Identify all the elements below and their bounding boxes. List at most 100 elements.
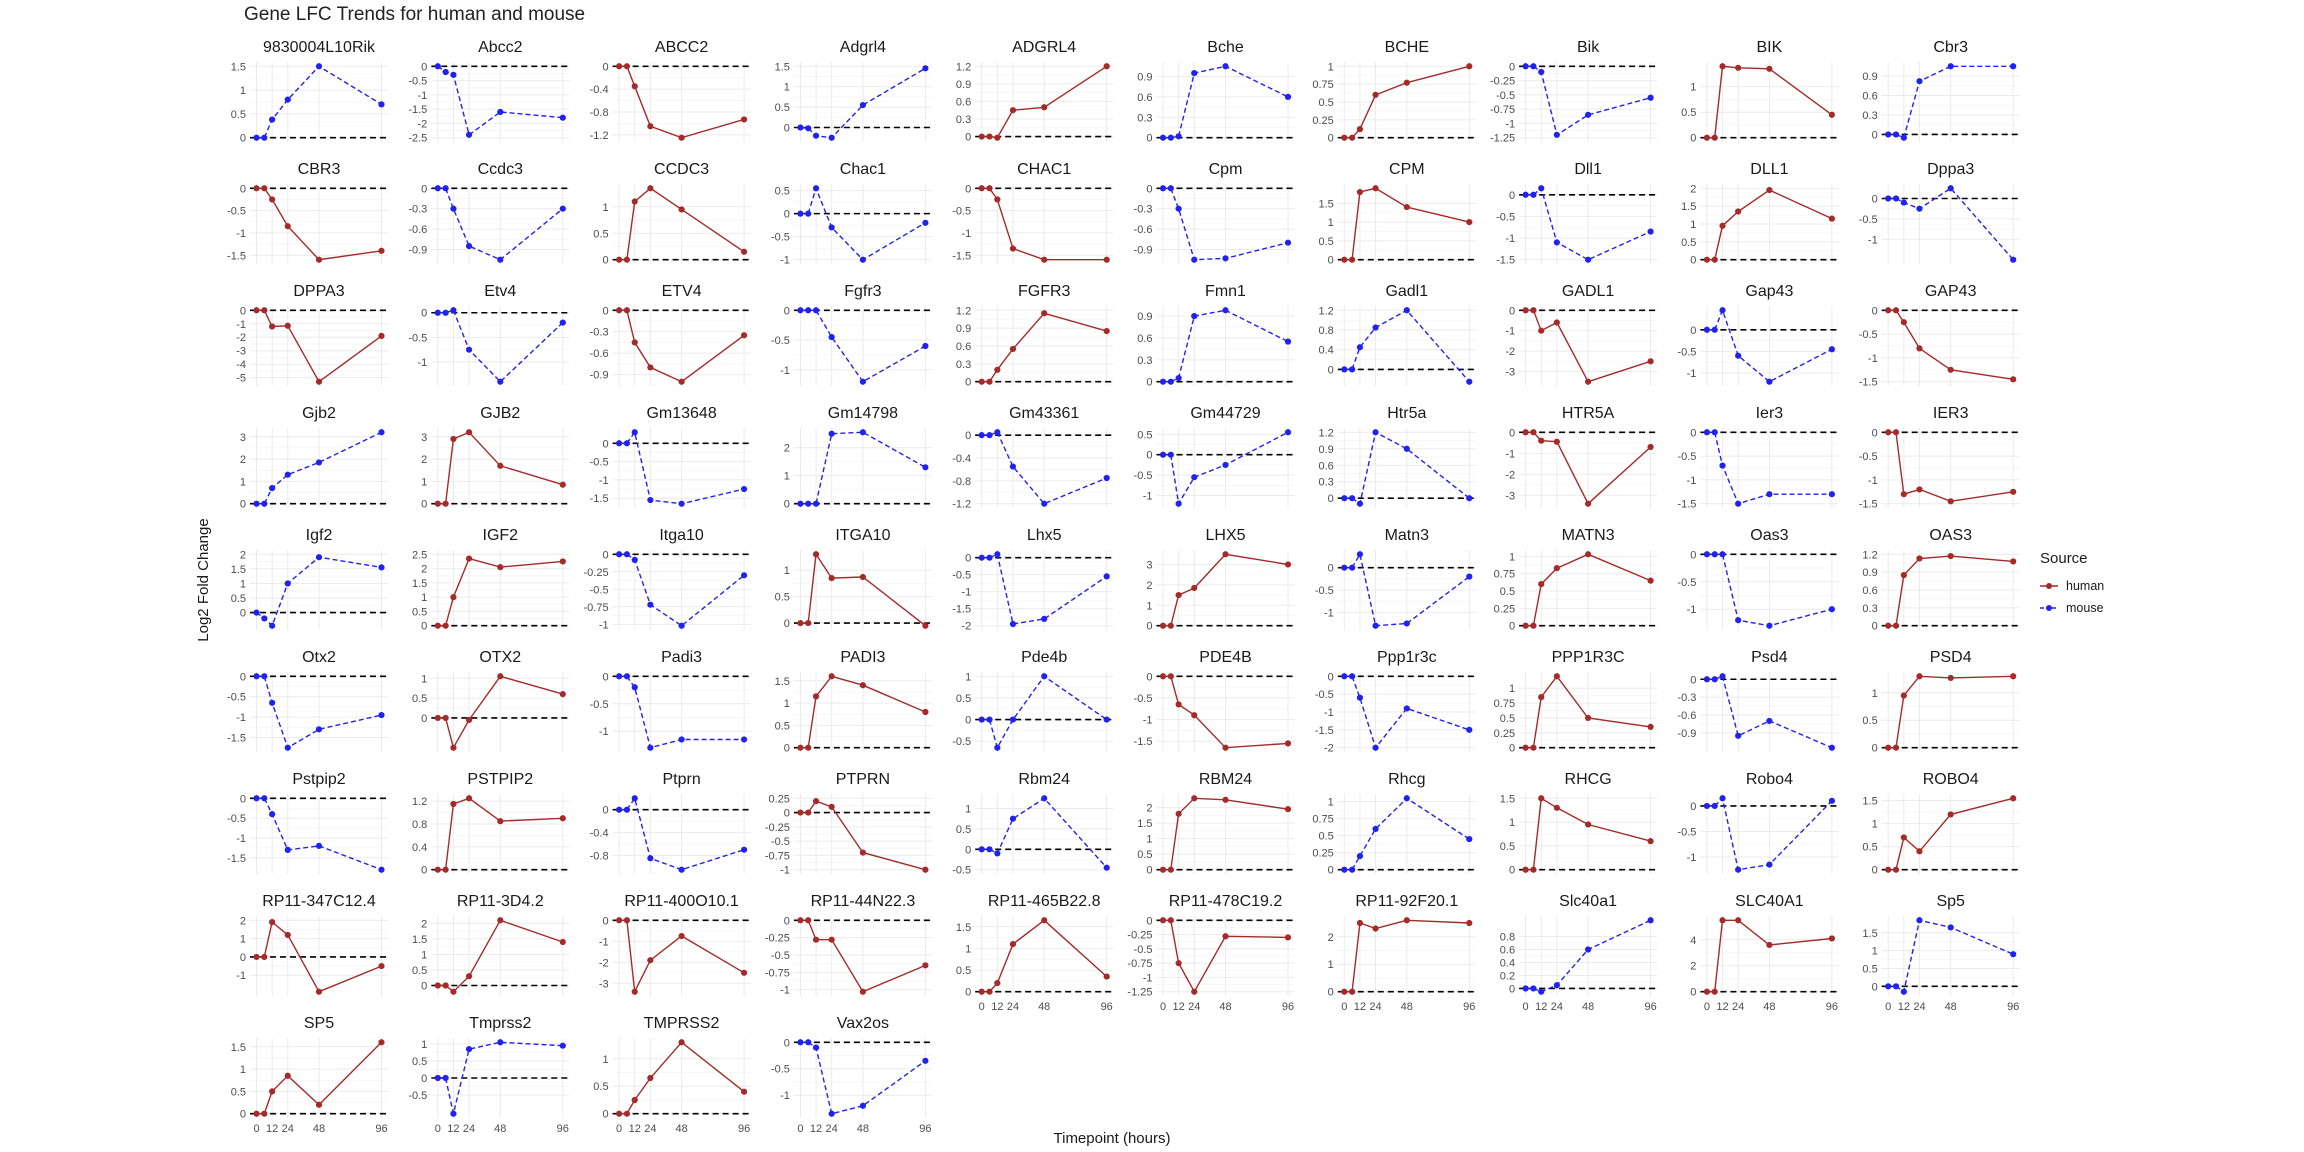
data-point [1167, 378, 1174, 385]
series-line-mouse [800, 67, 926, 139]
data-point [1466, 495, 1473, 502]
panel-GJB2: GJB2 0 1 2 3 [421, 405, 570, 511]
y-tick-label: -1 [780, 1090, 790, 1102]
data-point [828, 333, 835, 341]
y-tick-label: 0.6 [956, 341, 971, 353]
y-tick-label: 0.9 [956, 79, 971, 91]
x-axis-label: Timepoint (hours) [1054, 1130, 1171, 1147]
data-point [559, 558, 566, 565]
y-tick-label: -2.5 [408, 133, 427, 145]
data-point [978, 716, 985, 723]
panel-title: RHCG [1565, 771, 1612, 788]
data-point [1647, 577, 1654, 584]
x-tick-label: 24 [1732, 1001, 1744, 1013]
y-tick-label: 0.9 [1862, 567, 1877, 579]
y-tick-label: 0 [1146, 671, 1152, 683]
series-line-mouse [619, 430, 745, 505]
data-point [1041, 256, 1048, 263]
y-tick-label: -2 [236, 332, 246, 344]
data-point [1009, 463, 1017, 470]
data-point [922, 342, 929, 350]
panel-Pde4b: Pde4b 1 0.5 0 -0.5 [952, 649, 1114, 752]
y-tick-label: 1.2 [1319, 427, 1334, 439]
x-tick-label: 48 [1219, 1001, 1231, 1013]
y-tick-label: 0 [1872, 865, 1878, 877]
data-point [1900, 572, 1907, 579]
data-point [497, 256, 504, 263]
y-tick-label: -2 [1324, 743, 1334, 755]
y-tick-label: 0 [1872, 305, 1878, 317]
data-point [1553, 804, 1560, 811]
data-point [647, 601, 654, 608]
data-point [922, 1057, 929, 1064]
series-line-mouse [981, 797, 1108, 869]
data-point [1711, 429, 1718, 436]
y-tick-label: -0.4 [952, 453, 971, 465]
y-tick-label: -3 [236, 346, 246, 358]
data-point [261, 307, 268, 314]
y-tick-label: 0.6 [1500, 945, 1515, 957]
y-tick-label: 3 [421, 432, 427, 444]
data-point [828, 224, 835, 231]
y-tick-label: 0 [602, 1109, 608, 1121]
data-point [261, 500, 268, 507]
data-point [2010, 951, 2017, 958]
y-tick-label: 1 [784, 698, 790, 710]
data-point [1403, 620, 1410, 627]
data-point [616, 307, 623, 314]
y-tick-label: -0.75 [584, 602, 609, 614]
data-point [434, 185, 441, 192]
y-tick-label: -2 [599, 957, 609, 969]
data-point [1735, 64, 1742, 71]
data-point [1719, 63, 1726, 70]
data-point [1703, 429, 1711, 436]
data-point [269, 919, 276, 926]
y-tick-label: 0 [784, 743, 790, 755]
data-point [1647, 228, 1654, 235]
x-tick-label: 48 [1401, 1001, 1413, 1013]
data-point [1703, 134, 1711, 141]
panel-title: RP11-478C19.2 [1169, 893, 1283, 910]
y-tick-label: 0.4 [412, 842, 427, 854]
panel-IGF2: IGF2 0 0.5 1 1.5 2 2.5 [412, 527, 570, 633]
data-point [284, 96, 291, 103]
y-tick-label: -1.5 [952, 250, 971, 262]
data-point [1284, 429, 1292, 436]
y-tick-label: 1 [1328, 217, 1334, 229]
data-point [434, 622, 441, 629]
panel-title: Htr5a [1387, 405, 1426, 422]
data-point [1735, 208, 1742, 215]
data-point [1892, 195, 1900, 202]
y-tick-label: -1.5 [1315, 725, 1334, 737]
data-point [1828, 935, 1835, 942]
data-point [1167, 673, 1174, 680]
x-tick-label: 48 [675, 1123, 687, 1135]
data-point [678, 206, 685, 213]
panel-title: Robo4 [1746, 771, 1793, 788]
y-tick-label: 1.2 [1862, 549, 1877, 561]
y-tick-label: 1 [240, 85, 246, 97]
data-point [1585, 500, 1592, 507]
panel-RP11-44N22.3: RP11-44N22.3 0 -0.25 -0.5 -0.75 -1 [765, 893, 932, 997]
y-tick-label: 0.6 [1137, 92, 1152, 104]
panel-title: PSD4 [1930, 649, 1972, 666]
y-tick-label: -1 [236, 228, 246, 240]
x-tick-label: 12 [629, 1123, 641, 1135]
y-tick-label: -1 [780, 865, 790, 877]
data-point [1538, 988, 1545, 995]
data-point [678, 736, 685, 743]
data-point [812, 551, 820, 558]
x-tick-label: 12 [266, 1123, 278, 1135]
data-point [1916, 486, 1923, 493]
y-tick-label: -0.8 [590, 107, 609, 119]
y-tick-label: -1.2 [952, 499, 971, 511]
data-point [1703, 802, 1711, 810]
y-tick-label: -0.6 [590, 348, 609, 360]
y-tick-label: 0.5 [1319, 236, 1334, 248]
y-tick-label: 1 [1872, 819, 1878, 831]
y-tick-label: 0 [1872, 129, 1878, 141]
data-point [631, 684, 638, 691]
y-tick-label: 1 [1328, 61, 1334, 73]
y-tick-label: 0.9 [1137, 311, 1152, 323]
data-point [378, 711, 385, 719]
